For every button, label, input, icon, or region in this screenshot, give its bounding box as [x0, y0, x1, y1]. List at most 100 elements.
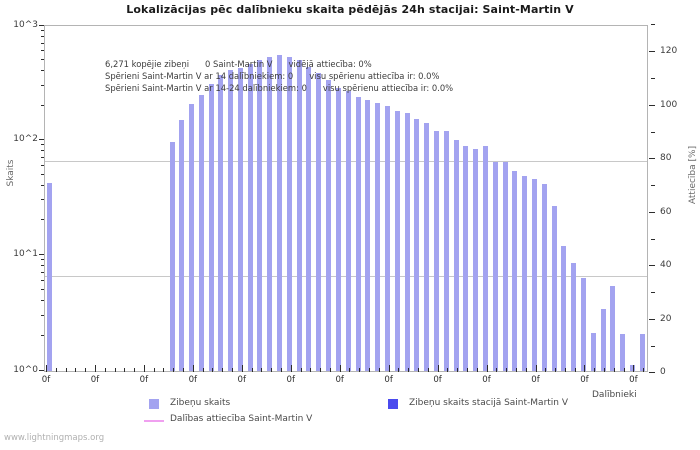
x-tick-mark-minor — [124, 368, 125, 372]
x-tick-mark-minor — [624, 368, 625, 372]
annotation-14-24-participants: Spērieni Saint-Martin V ar 14-24 dalībni… — [105, 83, 454, 93]
x-tick-label: 0f — [90, 375, 100, 385]
y-tick-mark-right — [649, 158, 655, 159]
x-tick-mark-major — [584, 365, 585, 372]
x-tick-mark-minor — [232, 368, 233, 372]
x-tick-mark-minor — [418, 368, 419, 372]
y-minor-tick-left — [41, 36, 45, 37]
x-tick-mark-minor — [134, 368, 135, 372]
y-minor-tick-left — [41, 219, 45, 220]
x-tick-mark-minor — [330, 368, 331, 372]
x-tick-mark-minor — [85, 368, 86, 372]
y-minor-tick-right — [651, 185, 655, 186]
bars-layer — [45, 26, 647, 371]
y-minor-tick-right — [651, 292, 655, 293]
x-tick-mark-minor — [565, 368, 566, 372]
y-minor-tick-left — [41, 50, 45, 51]
y-tick-label-right: 40 — [660, 260, 672, 270]
y-tick-mark-right — [649, 212, 655, 213]
x-tick-mark-minor — [398, 368, 399, 372]
bar — [306, 67, 311, 371]
bar — [189, 104, 194, 371]
y-minor-tick-left — [41, 335, 45, 336]
x-tick-mark-minor — [467, 368, 468, 372]
bar — [179, 120, 184, 371]
bar — [414, 119, 419, 371]
x-tick-mark-major — [487, 365, 488, 372]
bar — [405, 113, 410, 371]
y-tick-label-left: 10^0 — [13, 365, 38, 375]
x-tick-mark-minor — [173, 368, 174, 372]
bar — [47, 183, 52, 371]
y-minor-tick-left — [41, 265, 45, 266]
x-tick-mark-minor — [203, 368, 204, 372]
bar — [356, 97, 361, 371]
x-tick-mark-minor — [261, 368, 262, 372]
bar — [395, 111, 400, 371]
bar — [385, 106, 390, 371]
annotation-total-strokes: 6,271 kopējie zibeņi 0 Saint-Martin V vi… — [105, 59, 372, 69]
y-minor-tick-left — [41, 165, 45, 166]
y-tick-mark-left — [39, 139, 45, 140]
legend-label: Zibeņu skaits stacijā Saint-Martin V — [409, 398, 569, 408]
bar — [571, 263, 576, 371]
bar — [316, 73, 321, 371]
y-tick-mark-right — [649, 105, 655, 106]
bar — [297, 60, 302, 371]
bar — [601, 309, 606, 371]
x-tick-mark-major — [95, 365, 96, 372]
x-tick-label: 0f — [335, 375, 344, 385]
x-tick-mark-minor — [594, 368, 595, 372]
x-tick-mark-minor — [506, 368, 507, 372]
x-tick-mark-minor — [163, 368, 164, 372]
x-tick-mark-minor — [496, 368, 497, 372]
y-tick-label-left: 10^1 — [13, 249, 38, 259]
x-tick-mark-minor — [575, 368, 576, 372]
bar — [552, 206, 557, 371]
x-tick-mark-minor — [320, 368, 321, 372]
y-minor-tick-left — [41, 300, 45, 301]
bar — [532, 179, 537, 371]
x-tick-label: 0f — [531, 375, 540, 385]
y-tick-label-right: 0 — [660, 367, 666, 377]
x-tick-label: 0f — [629, 375, 638, 385]
y-tick-mark-left — [39, 254, 45, 255]
x-tick-label: 0f — [41, 375, 51, 385]
bar — [493, 162, 498, 371]
x-tick-mark-minor — [66, 368, 67, 372]
y-tick-label-right: 20 — [660, 314, 672, 324]
x-tick-mark-minor — [349, 368, 350, 372]
legend-label: Dalības attiecība Saint-Martin V — [170, 414, 313, 424]
bar — [522, 176, 527, 371]
y-minor-tick-right — [651, 24, 655, 25]
x-axis-label: Dalībnieki — [592, 390, 637, 400]
y-minor-tick-right — [651, 132, 655, 133]
x-tick-mark-major — [536, 365, 537, 372]
bar — [287, 57, 292, 371]
x-tick-mark-minor — [643, 368, 644, 372]
bar — [512, 171, 517, 371]
y-minor-tick-left — [41, 289, 45, 290]
x-tick-mark-minor — [310, 368, 311, 372]
page-title: Lokalizācijas pēc dalībnieku skaita pēdē… — [126, 3, 574, 16]
bar — [218, 75, 223, 371]
y-minor-tick-left — [41, 85, 45, 86]
bar — [238, 68, 243, 371]
x-tick-mark-minor — [477, 368, 478, 372]
bar — [463, 146, 468, 371]
bar — [248, 64, 253, 371]
bar — [170, 142, 175, 371]
y-tick-label-right: 120 — [660, 46, 678, 56]
bar — [454, 140, 459, 371]
y-minor-tick-right — [651, 346, 655, 347]
x-tick-mark-minor — [369, 368, 370, 372]
bar — [561, 246, 566, 371]
y-tick-label-right: 80 — [660, 153, 672, 163]
bar — [473, 149, 478, 371]
y-minor-tick-left — [41, 185, 45, 186]
y-minor-tick-left — [41, 150, 45, 151]
x-tick-mark-minor — [604, 368, 605, 372]
x-tick-mark-minor — [252, 368, 253, 372]
x-tick-mark-minor — [457, 368, 458, 372]
x-tick-mark-minor — [115, 368, 116, 372]
